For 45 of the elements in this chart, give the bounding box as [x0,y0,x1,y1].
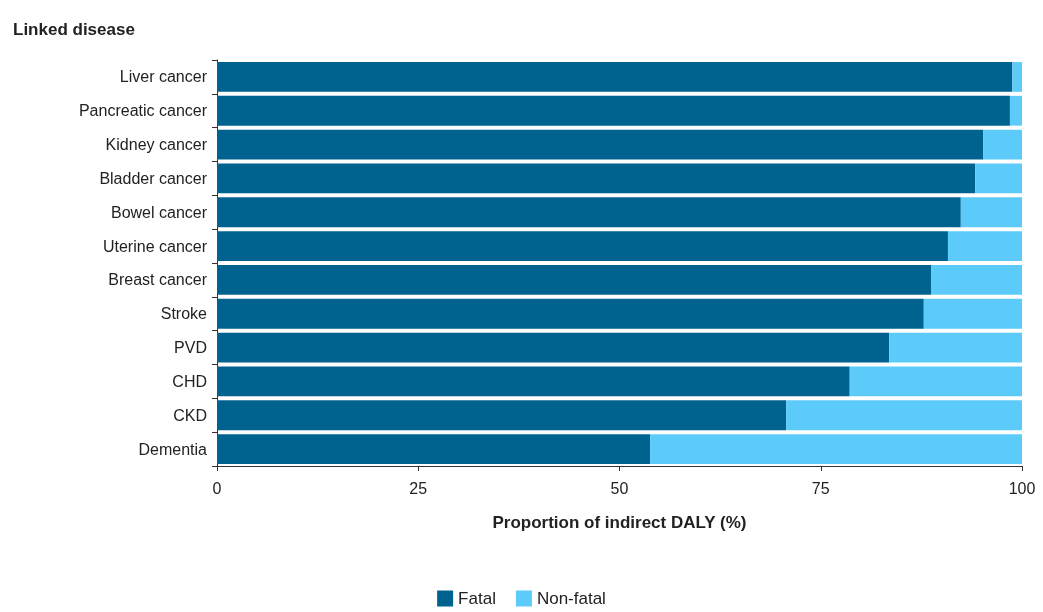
x-axis-title: Proportion of indirect DALY (%) [492,513,747,532]
y-tick-label: Dementia [138,440,208,458]
y-tick-label: Bladder cancer [99,169,208,187]
bar [849,366,1022,397]
bar [217,197,961,228]
y-tick-label: Uterine cancer [102,237,208,255]
y-tick-label: PVD [174,339,207,357]
bar [217,95,1010,126]
legend-label: Fatal [458,589,496,608]
y-tick-label: Stroke [160,305,208,323]
x-tick-label: 50 [610,479,629,497]
bar [960,197,1022,228]
x-tick-label: 0 [212,479,222,497]
bar [217,62,1013,92]
bar [217,332,890,363]
y-tick-label: CHD [172,372,207,390]
bar [947,231,1022,261]
bar [650,434,1022,464]
y-tick-label: Liver cancer [119,68,208,86]
y-tick-label: Kidney cancer [105,136,208,154]
bar [217,129,984,160]
bar [217,298,924,329]
bar [975,163,1022,194]
bar [983,129,1022,160]
bar [1009,95,1022,126]
y-tick-label: Bowel cancer [110,203,208,221]
y-tick-label: CKD [173,406,207,424]
bar [217,434,651,464]
bar [217,265,932,295]
bar [217,231,948,261]
bar [217,366,850,397]
y-tick-label: Pancreatic cancer [78,102,208,120]
bar [1012,62,1022,92]
bar [217,163,976,194]
y-tick-label: Breast cancer [108,271,208,289]
bar [889,332,1022,363]
bar [217,400,787,431]
x-tick-label: 75 [811,479,830,497]
bar [786,400,1022,431]
legend-label: Non-fatal [536,589,606,608]
text: Linked disease [13,20,135,39]
x-tick-label: 25 [409,479,428,497]
bar [923,298,1022,329]
bar [931,265,1022,295]
x-tick-label: 100 [1008,479,1036,497]
